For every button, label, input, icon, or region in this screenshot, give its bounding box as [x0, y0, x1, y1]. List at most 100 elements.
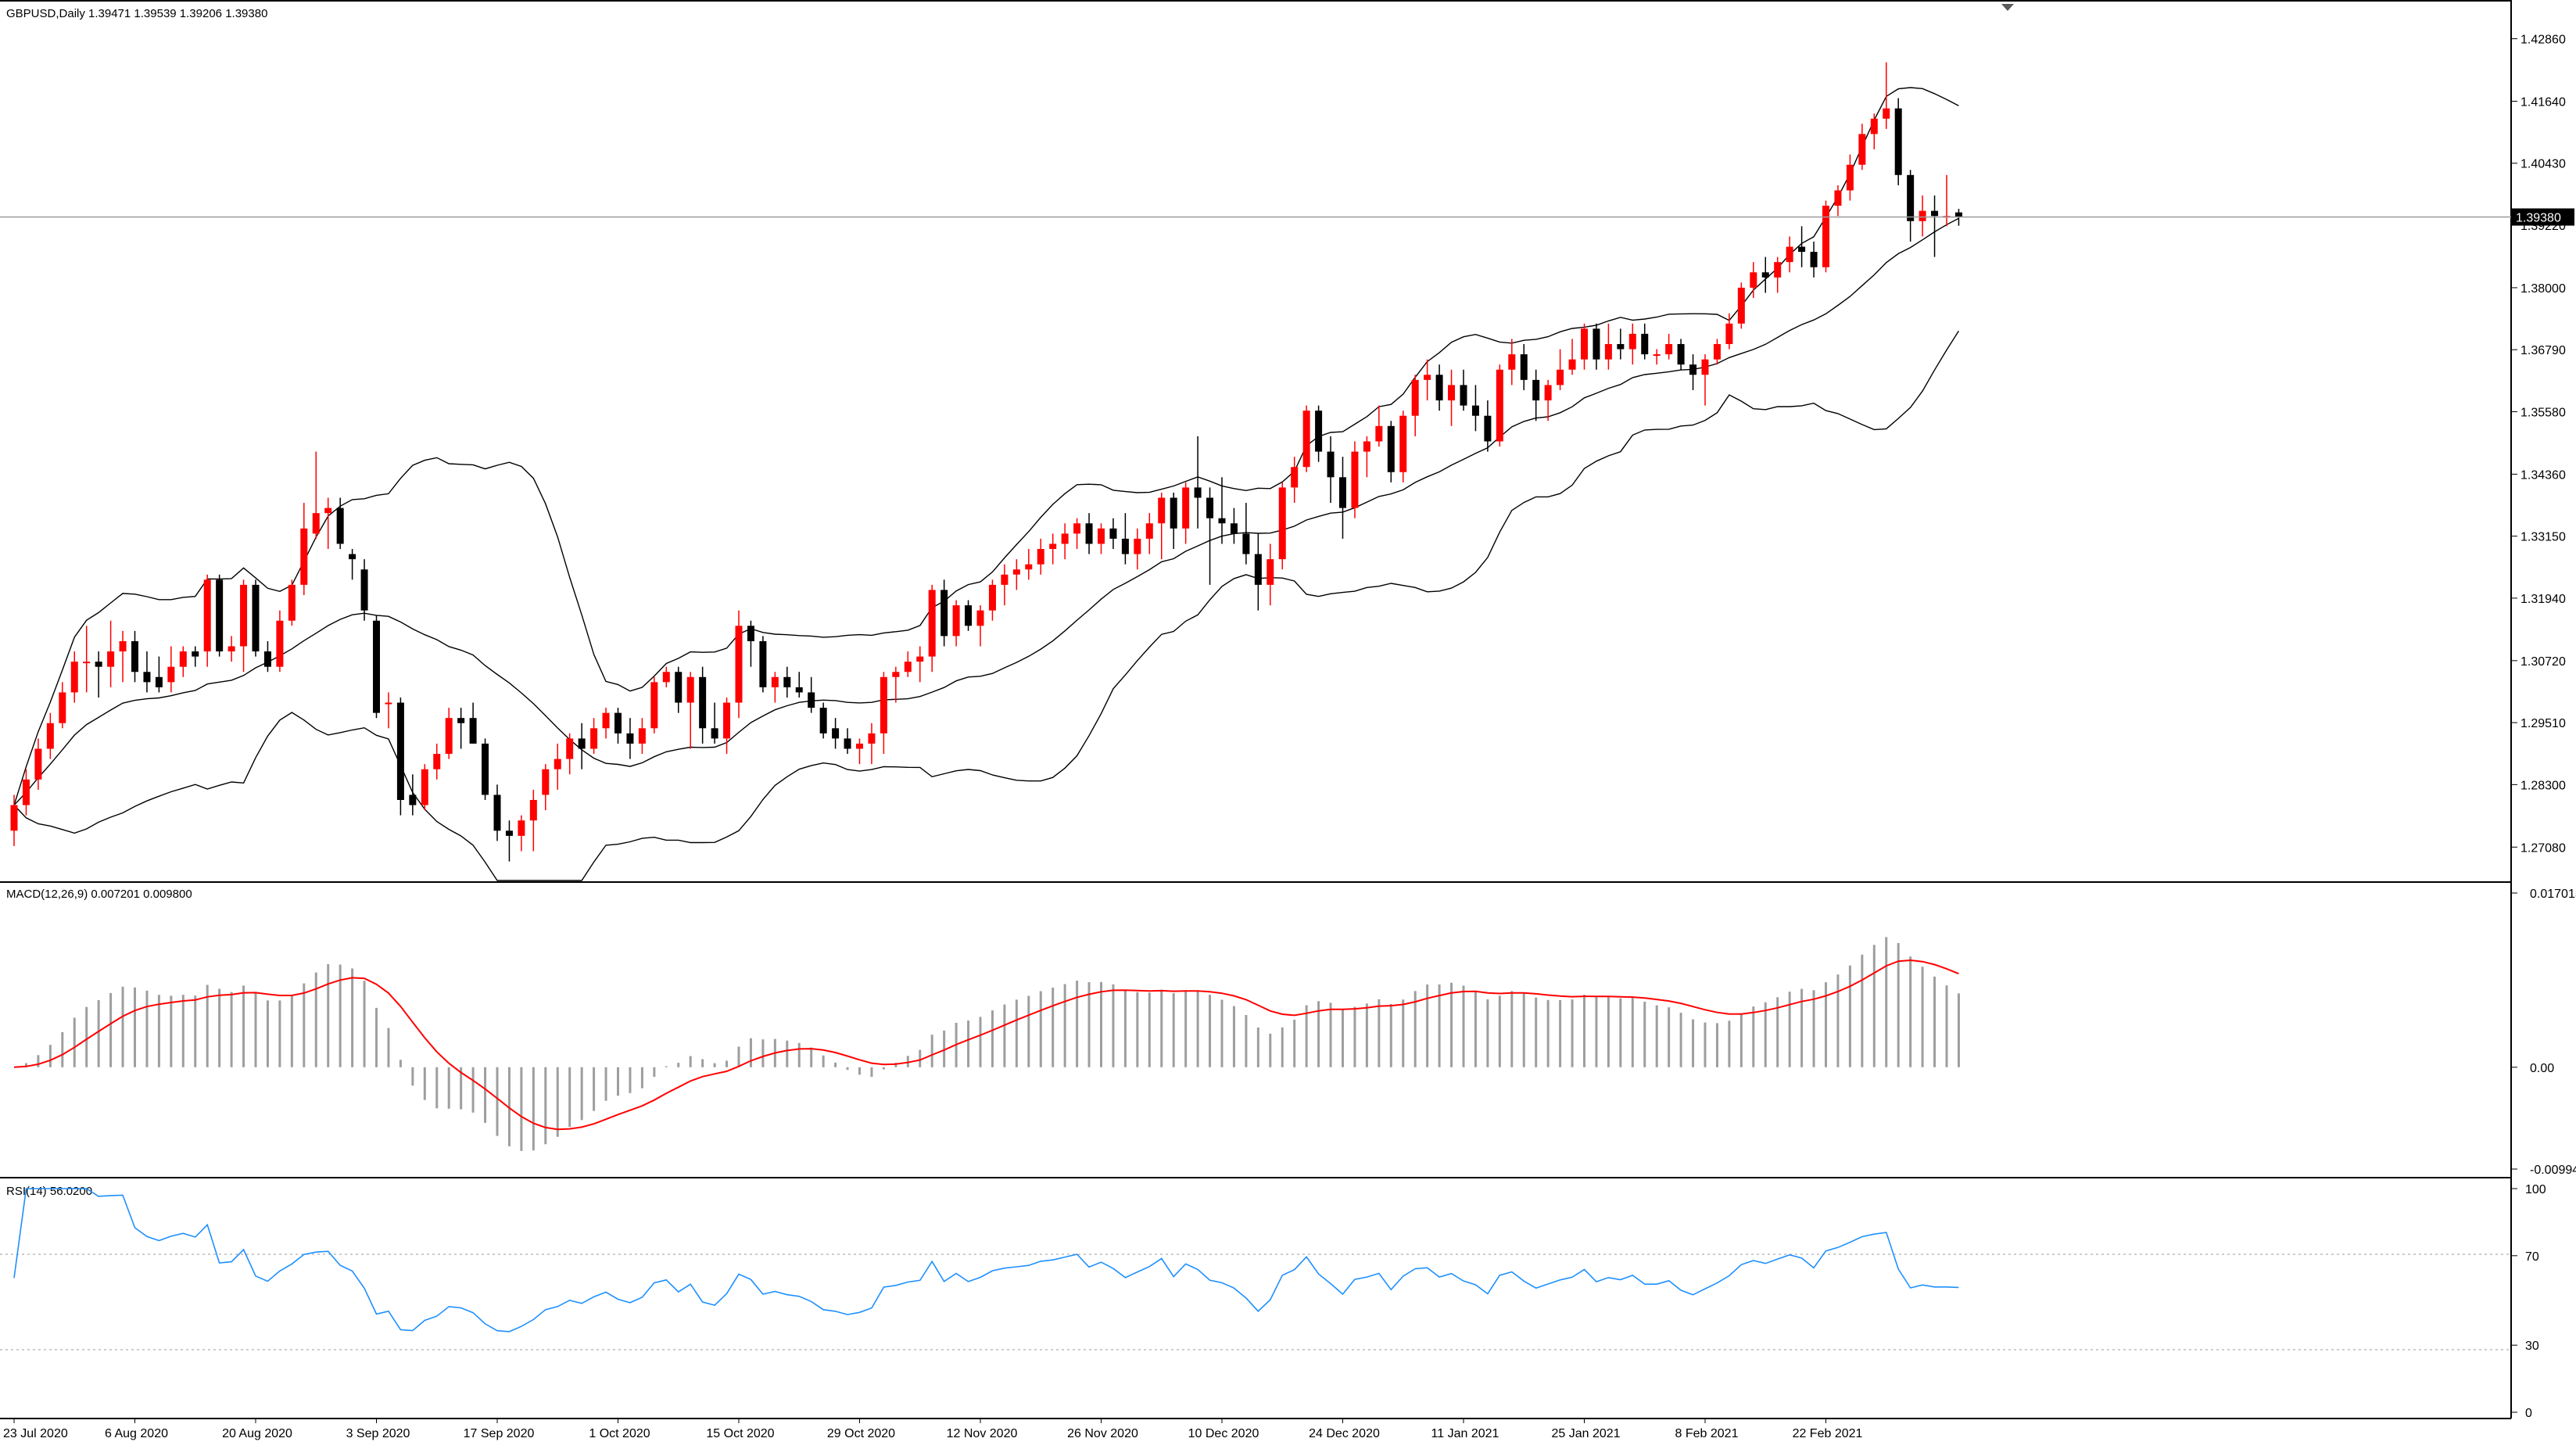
candle-body — [1460, 385, 1467, 406]
candle-body — [179, 651, 187, 667]
candle-body — [22, 779, 30, 805]
candle-body — [107, 651, 115, 667]
candle-body — [819, 708, 827, 733]
candle-body — [385, 702, 392, 705]
candle-body — [1411, 379, 1419, 416]
main-y-tick-label: 1.30720 — [2520, 655, 2566, 669]
main-y-tick-label: 1.33150 — [2520, 531, 2566, 544]
candle-body — [1049, 543, 1057, 550]
candle-body — [1098, 528, 1105, 544]
main-y-tick-label: 1.34360 — [2520, 468, 2566, 482]
candle-body — [735, 626, 743, 703]
x-tick-label: 6 Aug 2020 — [105, 1427, 168, 1440]
x-tick-label: 26 Nov 2020 — [1067, 1427, 1138, 1440]
candle-body — [1520, 354, 1528, 380]
candle-body — [675, 672, 683, 703]
candle-body — [433, 754, 441, 769]
rsi-indicator — [13, 1188, 1959, 1332]
candle-body — [988, 584, 996, 611]
candle-body — [1725, 323, 1733, 344]
candle-body — [771, 676, 779, 687]
x-tick-label: 22 Feb 2021 — [1793, 1427, 1863, 1440]
macd-y-tick-label: 0.00 — [2530, 1062, 2554, 1075]
rsi-y-tick-label: 0 — [2525, 1407, 2532, 1420]
candle-body — [662, 672, 670, 683]
bollinger-bands — [13, 87, 1959, 881]
candle-body — [457, 718, 465, 723]
candle-body — [1230, 523, 1238, 534]
candle-body — [759, 640, 767, 687]
rsi-y-tick-label: 100 — [2525, 1183, 2546, 1196]
candle-body — [1641, 333, 1649, 355]
candle-body — [1182, 487, 1190, 529]
candle-body — [252, 584, 260, 652]
x-tick-label: 23 Jul 2020 — [3, 1427, 68, 1440]
candle-body — [203, 579, 211, 652]
x-tick-label: 3 Sep 2020 — [346, 1427, 410, 1440]
candle-body — [1701, 359, 1709, 375]
candle-body — [482, 743, 489, 795]
candle-body — [1919, 210, 1926, 221]
candle-body — [566, 738, 574, 759]
rsi-label: RSI(14) 56.0200 — [6, 1185, 92, 1198]
x-tick-label: 24 Dec 2020 — [1309, 1427, 1380, 1440]
candle-body — [1327, 451, 1335, 478]
candle-body — [1363, 441, 1370, 452]
candle-body — [1315, 411, 1323, 452]
candle-body — [1025, 564, 1033, 570]
candle-body — [143, 672, 151, 683]
candle-body — [880, 676, 887, 733]
x-tick-label: 17 Sep 2020 — [464, 1427, 535, 1440]
x-tick-label: 1 Oct 2020 — [589, 1427, 650, 1440]
main-y-tick-label: 1.28300 — [2520, 779, 2566, 792]
x-tick-label: 15 Oct 2020 — [706, 1427, 774, 1440]
candle-body — [1471, 405, 1479, 416]
candle-body — [868, 733, 876, 744]
x-tick-label: 8 Feb 2021 — [1675, 1427, 1739, 1440]
bollinger-upper-band — [13, 87, 1959, 805]
candle-body — [1713, 343, 1721, 360]
rsi-y-tick-label: 70 — [2525, 1250, 2539, 1264]
candle-body — [1653, 354, 1661, 357]
candle-body — [1593, 328, 1600, 360]
candle-body — [892, 672, 900, 677]
candle-body — [1822, 206, 1829, 267]
candle-body — [409, 794, 417, 805]
candle-body — [856, 743, 863, 749]
candle-body — [1810, 252, 1818, 267]
candle-body — [976, 610, 984, 626]
candle-body — [240, 584, 248, 647]
candle-body — [10, 805, 18, 831]
candle-body — [650, 682, 658, 729]
candle-body — [1774, 262, 1782, 278]
candle-body — [300, 528, 308, 585]
main-y-tick-label: 1.42860 — [2520, 34, 2566, 47]
candle-body — [940, 590, 948, 637]
candle-body — [1061, 533, 1069, 544]
candle-body — [1544, 385, 1552, 401]
macd-signal-line — [13, 959, 1959, 1131]
candle-body — [131, 640, 138, 672]
candle-body — [155, 676, 163, 687]
rsi-y-tick-label: 30 — [2525, 1340, 2539, 1353]
candle-body — [396, 702, 404, 801]
candle-body — [590, 728, 598, 749]
main-y-axis: 1.428601.416401.404301.392201.380001.367… — [2511, 34, 2566, 855]
chart-shift-marker-icon[interactable] — [2001, 4, 2014, 11]
candle-body — [808, 692, 815, 708]
candle-body — [1435, 375, 1443, 401]
candle-body — [216, 579, 224, 652]
rsi-y-axis: 100 70 30 0 — [2511, 1183, 2546, 1420]
candle-body — [1894, 108, 1902, 175]
candle-body — [360, 569, 368, 611]
candle-body — [1761, 272, 1769, 278]
candle-body — [1001, 574, 1009, 585]
macd-y-axis: 0.017015 0.00 -0.009942 — [2511, 888, 2576, 1177]
candle-body — [1254, 554, 1262, 585]
main-y-tick-label: 1.35580 — [2520, 406, 2566, 419]
candle-body — [602, 712, 610, 729]
candle-body — [324, 508, 332, 514]
candle-body — [1267, 559, 1274, 585]
